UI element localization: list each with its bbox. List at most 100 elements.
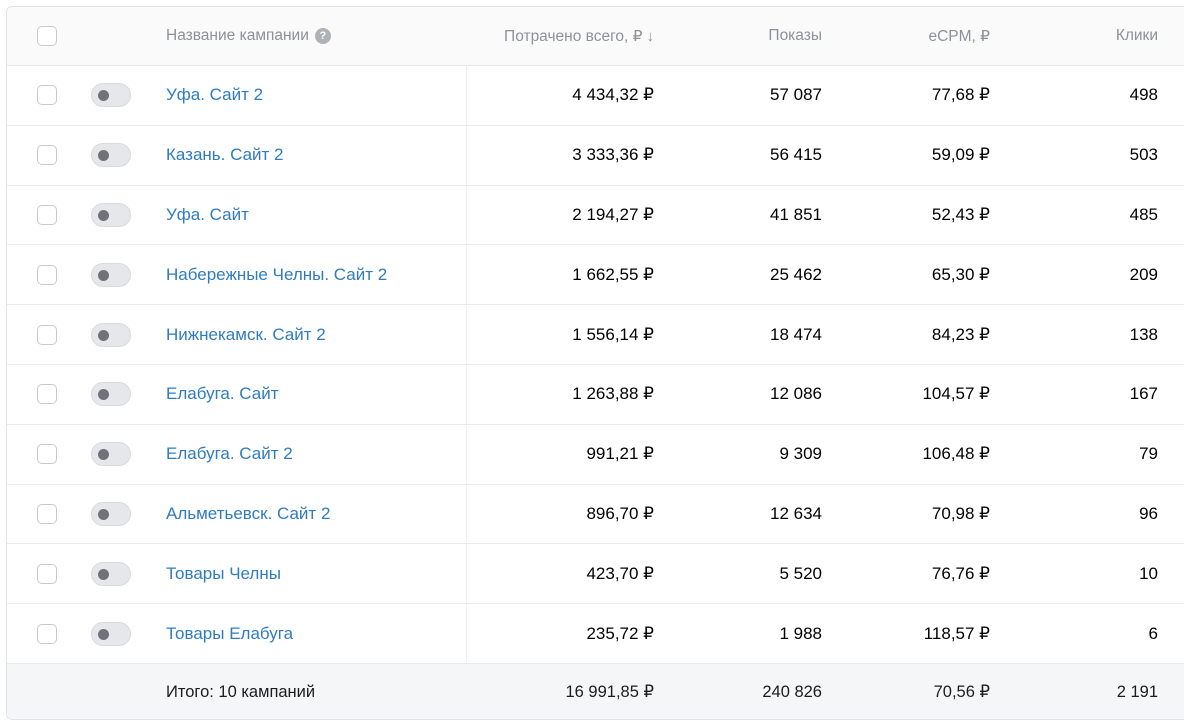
row-checkbox[interactable]: [37, 503, 57, 524]
campaign-name-link[interactable]: Елабуга. Сайт: [166, 384, 279, 404]
column-header-name-label: Название кампании: [166, 27, 309, 44]
cell-clicks: 167: [1129, 384, 1158, 404]
row-checkbox[interactable]: [37, 444, 57, 465]
cell-shows: 1 988: [779, 623, 822, 643]
column-header-clicks[interactable]: Клики: [1115, 27, 1158, 44]
table-row: Казань. Сайт 2 3 333,36 ₽ 56 415 59,09 ₽ 503: [7, 126, 1184, 186]
cell-clicks: 138: [1129, 324, 1158, 344]
cell-ecpm: 84,23 ₽: [931, 324, 990, 344]
campaign-toggle[interactable]: [91, 621, 131, 646]
cell-ecpm: 106,48 ₽: [922, 444, 990, 464]
campaign-toggle[interactable]: [91, 501, 131, 526]
campaign-toggle[interactable]: [91, 442, 131, 467]
table-row: Нижнекамск. Сайт 2 1 556,14 ₽ 18 474 84,23 …: [7, 305, 1184, 365]
cell-shows: 25 462: [770, 264, 822, 284]
row-checkbox[interactable]: [37, 204, 57, 225]
toggle-knob: [98, 568, 109, 580]
campaign-toggle[interactable]: [91, 382, 131, 407]
cell-ecpm: 118,57 ₽: [923, 623, 990, 643]
totals-spent: 16 991,85 ₽: [565, 683, 655, 702]
table-row: Альметьевск. Сайт 2 896,70 ₽ 12 634 70,98 ₽…: [7, 485, 1184, 545]
cell-shows: 56 415: [770, 145, 822, 165]
help-icon[interactable]: ?: [314, 28, 331, 44]
row-checkbox[interactable]: [37, 145, 57, 166]
campaign-toggle[interactable]: [91, 143, 131, 168]
cell-spent: 2 194,27 ₽: [572, 204, 654, 224]
cell-shows: 12 086: [770, 384, 822, 404]
campaign-name-link[interactable]: Елабуга. Сайт 2: [166, 444, 293, 464]
row-checkbox[interactable]: [37, 324, 57, 345]
campaign-name-link[interactable]: Нижнекамск. Сайт 2: [166, 324, 326, 344]
campaign-toggle[interactable]: [91, 262, 131, 287]
toggle-knob: [98, 150, 109, 162]
cell-ecpm: 76,76 ₽: [931, 563, 990, 583]
campaign-toggle[interactable]: [91, 202, 131, 227]
campaign-name-link[interactable]: Уфа. Сайт: [166, 204, 249, 224]
cell-clicks: 503: [1129, 145, 1158, 165]
row-checkbox[interactable]: [37, 384, 57, 405]
cell-spent: 896,70 ₽: [586, 503, 654, 523]
campaign-toggle[interactable]: [91, 561, 131, 586]
sort-down-icon: ↓: [646, 27, 655, 45]
cell-ecpm: 70,98 ₽: [931, 503, 990, 523]
cell-shows: 9 309: [779, 444, 822, 464]
cell-ecpm: 59,09 ₽: [931, 145, 990, 165]
campaign-name-link[interactable]: Товары Елабуга: [166, 623, 294, 643]
table-row: Уфа. Сайт 2 4 434,32 ₽ 57 087 77,68 ₽ 498: [7, 66, 1184, 126]
campaign-name-link[interactable]: Альметьевск. Сайт 2: [166, 503, 331, 523]
totals-label: Итого: 10 кампаний: [166, 682, 316, 701]
select-all-checkbox[interactable]: [37, 26, 57, 46]
toggle-knob: [98, 90, 109, 102]
campaign-name-link[interactable]: Казань. Сайт 2: [166, 145, 284, 165]
cell-clicks: 79: [1139, 444, 1158, 464]
cell-shows: 57 087: [770, 85, 822, 105]
cell-ecpm: 52,43 ₽: [931, 204, 990, 224]
row-checkbox[interactable]: [37, 563, 57, 584]
toggle-knob: [98, 209, 109, 221]
cell-ecpm: 104,57 ₽: [922, 384, 990, 404]
cell-spent: 4 434,32 ₽: [572, 85, 654, 105]
cell-spent: 423,70 ₽: [586, 563, 654, 583]
cell-shows: 41 851: [770, 204, 822, 224]
table-footer-totals: Итого: 10 кампаний 16 991,85 ₽ 240 826 7…: [7, 663, 1184, 719]
campaign-name-link[interactable]: Уфа. Сайт 2: [166, 85, 264, 105]
cell-shows: 18 474: [770, 324, 822, 344]
totals-ecpm: 70,56 ₽: [933, 683, 990, 702]
toggle-knob: [98, 508, 109, 520]
toggle-knob: [98, 389, 109, 401]
cell-clicks: 498: [1129, 85, 1158, 105]
row-checkbox[interactable]: [37, 264, 57, 285]
column-header-spent-label: Потрачено всего, ₽: [504, 27, 643, 45]
column-separator: [466, 7, 467, 719]
cell-spent: 1 556,14 ₽: [572, 324, 654, 344]
cell-clicks: 10: [1139, 563, 1158, 583]
column-header-spent[interactable]: Потрачено всего, ₽ ↓: [504, 27, 654, 46]
table-header: Название кампании ? Потрачено всего, ₽ ↓ …: [7, 7, 1184, 66]
cell-shows: 12 634: [770, 503, 822, 523]
toggle-knob: [98, 628, 109, 640]
toggle-knob: [98, 269, 109, 281]
column-header-shows[interactable]: Показы: [768, 27, 822, 44]
cell-clicks: 485: [1129, 204, 1158, 224]
cell-ecpm: 65,30 ₽: [931, 264, 990, 284]
campaign-name-link[interactable]: Товары Челны: [166, 563, 281, 583]
campaign-toggle[interactable]: [91, 83, 131, 108]
row-checkbox[interactable]: [37, 623, 57, 644]
row-checkbox[interactable]: [37, 85, 57, 106]
table-body: Уфа. Сайт 2 4 434,32 ₽ 57 087 77,68 ₽ 498 Каз…: [7, 66, 1184, 664]
column-header-ecpm[interactable]: eCPM, ₽: [928, 27, 990, 45]
campaigns-table: Название кампании ? Потрачено всего, ₽ ↓ …: [6, 6, 1184, 720]
table-row: Уфа. Сайт 2 194,27 ₽ 41 851 52,43 ₽ 485: [7, 186, 1184, 246]
toggle-knob: [98, 449, 109, 461]
campaign-toggle[interactable]: [91, 322, 131, 347]
toggle-knob: [98, 329, 109, 341]
cell-spent: 235,72 ₽: [586, 623, 654, 643]
cell-clicks: 6: [1148, 623, 1158, 643]
table-row: Елабуга. Сайт 2 991,21 ₽ 9 309 106,48 ₽ 79: [7, 425, 1184, 485]
cell-spent: 3 333,36 ₽: [572, 145, 654, 165]
table-row: Елабуга. Сайт 1 263,88 ₽ 12 086 104,57 ₽ 167: [7, 365, 1184, 425]
cell-spent: 991,21 ₽: [586, 444, 654, 464]
totals-clicks: 2 191: [1116, 682, 1158, 701]
campaign-name-link[interactable]: Набережные Челны. Сайт 2: [166, 264, 388, 284]
column-header-name[interactable]: Название кампании ?: [166, 27, 331, 45]
